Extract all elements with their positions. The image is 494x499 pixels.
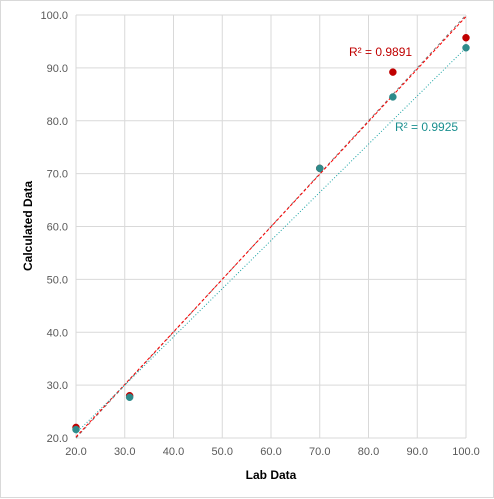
r-squared-label-series-1: R² = 0.9891	[349, 45, 412, 59]
x-tick-label: 90.0	[407, 446, 428, 458]
y-tick-label: 70.0	[47, 169, 68, 181]
y-tick-label: 20.0	[47, 433, 68, 445]
data-point-series-2	[72, 425, 80, 434]
y-tick-label: 80.0	[47, 116, 68, 128]
trendline-series-2	[75, 47, 467, 434]
trendline-series-1	[75, 16, 467, 438]
data-point-series-2	[389, 93, 397, 101]
data-point-series-1	[462, 33, 470, 42]
y-tick-label: 60.0	[47, 222, 68, 234]
y-tick-label: 90.0	[47, 63, 68, 75]
x-tick-label: 20.0	[65, 446, 86, 458]
trendlines	[75, 14, 467, 439]
y-tick-label: 50.0	[47, 274, 68, 286]
x-tick-label: 70.0	[309, 446, 330, 458]
y-axis-ticks: 20.0 30.0 40.0 50.0 60.0 70.0 80.0 90.0 100.0	[40, 10, 68, 445]
y-axis-title: Calculated Data	[21, 181, 35, 271]
y-tick-label: 40.0	[47, 327, 68, 339]
data-points	[72, 33, 470, 434]
data-point-series-2	[462, 44, 470, 52]
r-squared-labels: R² = 0.9891 R² = 0.9925	[349, 45, 458, 134]
x-tick-label: 60.0	[260, 446, 281, 458]
x-tick-label: 30.0	[114, 446, 135, 458]
x-axis-title: Lab Data	[246, 468, 297, 482]
x-tick-label: 80.0	[358, 446, 379, 458]
x-axis-ticks: 20.0 30.0 40.0 50.0 60.0 70.0 80.0 90.0 100.0	[65, 446, 479, 458]
x-tick-label: 50.0	[212, 446, 233, 458]
y-tick-label: 30.0	[47, 380, 68, 392]
y-tick-label: 100.0	[40, 10, 68, 22]
x-tick-label: 40.0	[163, 446, 184, 458]
data-point-series-1	[389, 68, 397, 76]
data-point-series-2	[125, 393, 134, 402]
data-point-series-2	[316, 164, 324, 173]
x-tick-label: 100.0	[452, 446, 480, 458]
r-squared-label-series-2: R² = 0.9925	[395, 120, 458, 134]
